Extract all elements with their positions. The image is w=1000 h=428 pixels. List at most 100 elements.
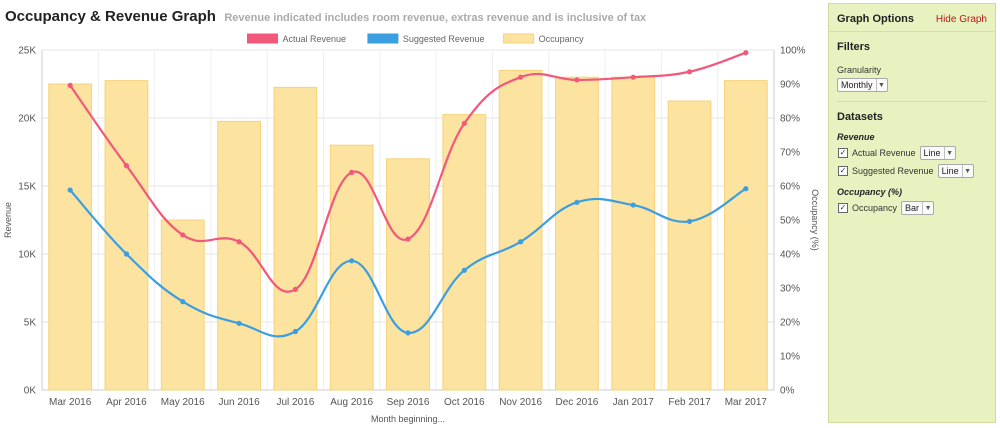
divider <box>837 101 987 102</box>
occupancy-bar <box>611 76 656 391</box>
suggested-revenue-point <box>518 239 524 245</box>
chevron-down-icon: ▼ <box>961 165 973 177</box>
occupancy-type-select[interactable]: Bar ▼ <box>901 201 935 215</box>
actual-revenue-point <box>180 232 186 238</box>
y-tick-label: 15K <box>18 182 36 193</box>
y-axis-title: Revenue <box>3 202 13 238</box>
actual-revenue-checkbox[interactable]: ✓ <box>838 148 848 158</box>
y-tick-label: 10K <box>18 250 36 261</box>
suggested-revenue-point <box>461 267 467 273</box>
x-tick-label: Mar 2016 <box>49 397 92 408</box>
suggested-revenue-point <box>292 328 298 335</box>
actual-revenue-point <box>630 74 636 80</box>
x-tick-label: May 2016 <box>161 397 205 408</box>
y2-tick-label: 10% <box>780 352 800 363</box>
y-tick-label: 20K <box>18 114 36 125</box>
dataset-row-suggested: ✓ Suggested Revenue Line ▼ <box>838 164 987 178</box>
occupancy-bar <box>723 80 768 391</box>
actual-revenue-point <box>574 77 580 83</box>
granularity-value: Monthly <box>841 80 873 90</box>
actual-revenue-point <box>236 239 242 245</box>
suggested-revenue-type-select[interactable]: Line ▼ <box>937 164 974 178</box>
x-tick-label: Dec 2016 <box>556 397 599 408</box>
occupancy-bar <box>667 100 712 391</box>
actual-revenue-point <box>67 82 73 88</box>
occupancy-revenue-chart: 0K 5K 10K 15K 20K 25K 0% 10% 20% 30% 40% 50% 60% 70% 8… <box>3 33 820 424</box>
actual-revenue-type-select[interactable]: Line ▼ <box>919 146 956 160</box>
y2-tick-label: 50% <box>780 216 800 227</box>
x-axis-title: Month beginning... <box>371 414 445 424</box>
y2-tick-label: 0% <box>780 386 795 397</box>
suggested-revenue-point <box>405 330 411 336</box>
y2-tick-label: 100% <box>780 46 806 57</box>
legend-swatch-actual <box>247 33 278 44</box>
y-tick-label: 5K <box>24 318 37 329</box>
actual-revenue-type-value: Line <box>923 148 941 158</box>
suggested-revenue-point <box>630 202 636 208</box>
x-tick-label: Jun 2016 <box>218 397 260 408</box>
y2-tick-label: 40% <box>780 250 800 261</box>
actual-revenue-point <box>349 169 355 175</box>
legend-label-actual: Actual Revenue <box>283 34 347 44</box>
occupancy-bar <box>104 80 149 391</box>
x-tick-label: Aug 2016 <box>330 397 373 408</box>
x-tick-label: Feb 2017 <box>668 397 711 408</box>
y2-tick-label: 80% <box>780 114 800 125</box>
panel-header: Graph Options Hide Graph <box>829 4 995 32</box>
granularity-select[interactable]: Monthly ▼ <box>837 78 888 92</box>
occupancy-bar <box>48 83 93 391</box>
occupancy-bar <box>329 144 374 391</box>
occupancy-bar <box>386 158 430 391</box>
occupancy-bar <box>442 114 487 391</box>
actual-revenue-point <box>518 74 524 80</box>
dataset-row-occupancy: ✓ Occupancy Bar ▼ <box>838 201 987 215</box>
suggested-revenue-point <box>686 218 693 224</box>
occupancy-bar <box>160 219 205 391</box>
chevron-down-icon: ▼ <box>943 147 955 159</box>
filters-title: Filters <box>837 41 871 53</box>
occupancy-bar <box>555 76 599 391</box>
suggested-revenue-label: Suggested Revenue <box>852 166 934 176</box>
legend-swatch-occupancy <box>503 33 535 44</box>
suggested-revenue-point <box>180 299 186 305</box>
actual-revenue-point <box>292 286 298 292</box>
suggested-revenue-type-value: Line <box>941 166 959 176</box>
y-tick-label: 0K <box>24 386 37 397</box>
datasets-title: Datasets <box>837 111 883 123</box>
suggested-revenue-point <box>349 258 355 264</box>
x-tick-label: Jul 2016 <box>276 397 314 408</box>
page-subtitle: Revenue indicated includes room revenue,… <box>224 12 647 24</box>
suggested-revenue-point <box>236 320 242 326</box>
occupancy-group-title: Occupancy (%) <box>837 187 903 197</box>
x-tick-label: Apr 2016 <box>106 397 147 408</box>
y2-tick-label: 20% <box>780 318 800 329</box>
actual-revenue-point <box>123 163 130 169</box>
actual-revenue-point <box>405 236 411 242</box>
x-tick-label: Mar 2017 <box>725 397 768 408</box>
chevron-down-icon: ▼ <box>922 202 933 214</box>
x-tick-label: Nov 2016 <box>499 397 542 408</box>
y2-tick-label: 90% <box>780 80 800 91</box>
actual-revenue-label: Actual Revenue <box>852 148 916 158</box>
graph-options-panel: Graph Options Hide Graph Filters Granula… <box>828 3 996 423</box>
suggested-revenue-point <box>67 187 73 193</box>
suggested-revenue-checkbox[interactable]: ✓ <box>838 166 848 176</box>
occupancy-checkbox[interactable]: ✓ <box>838 203 848 213</box>
y2-tick-label: 70% <box>780 148 800 159</box>
dataset-row-actual: ✓ Actual Revenue Line ▼ <box>838 146 987 160</box>
legend-swatch-suggested <box>367 33 399 44</box>
panel-title: Graph Options <box>837 13 914 25</box>
x-tick-label: Oct 2016 <box>444 397 485 408</box>
y2-axis-title: Occupancy (%) <box>810 189 820 251</box>
occupancy-type-value: Bar <box>905 203 920 213</box>
actual-revenue-point <box>686 69 693 75</box>
x-tick-label: Jan 2017 <box>613 397 655 408</box>
occupancy-label: Occupancy <box>852 203 898 213</box>
legend-label-occupancy: Occupancy <box>539 34 585 44</box>
granularity-label: Granularity <box>837 65 882 75</box>
actual-revenue-point <box>461 120 467 127</box>
page-title: Occupancy & Revenue Graph <box>5 8 216 25</box>
x-tick-label: Sep 2016 <box>387 397 430 408</box>
hide-graph-link[interactable]: Hide Graph <box>935 14 987 25</box>
y2-tick-label: 60% <box>780 182 800 193</box>
